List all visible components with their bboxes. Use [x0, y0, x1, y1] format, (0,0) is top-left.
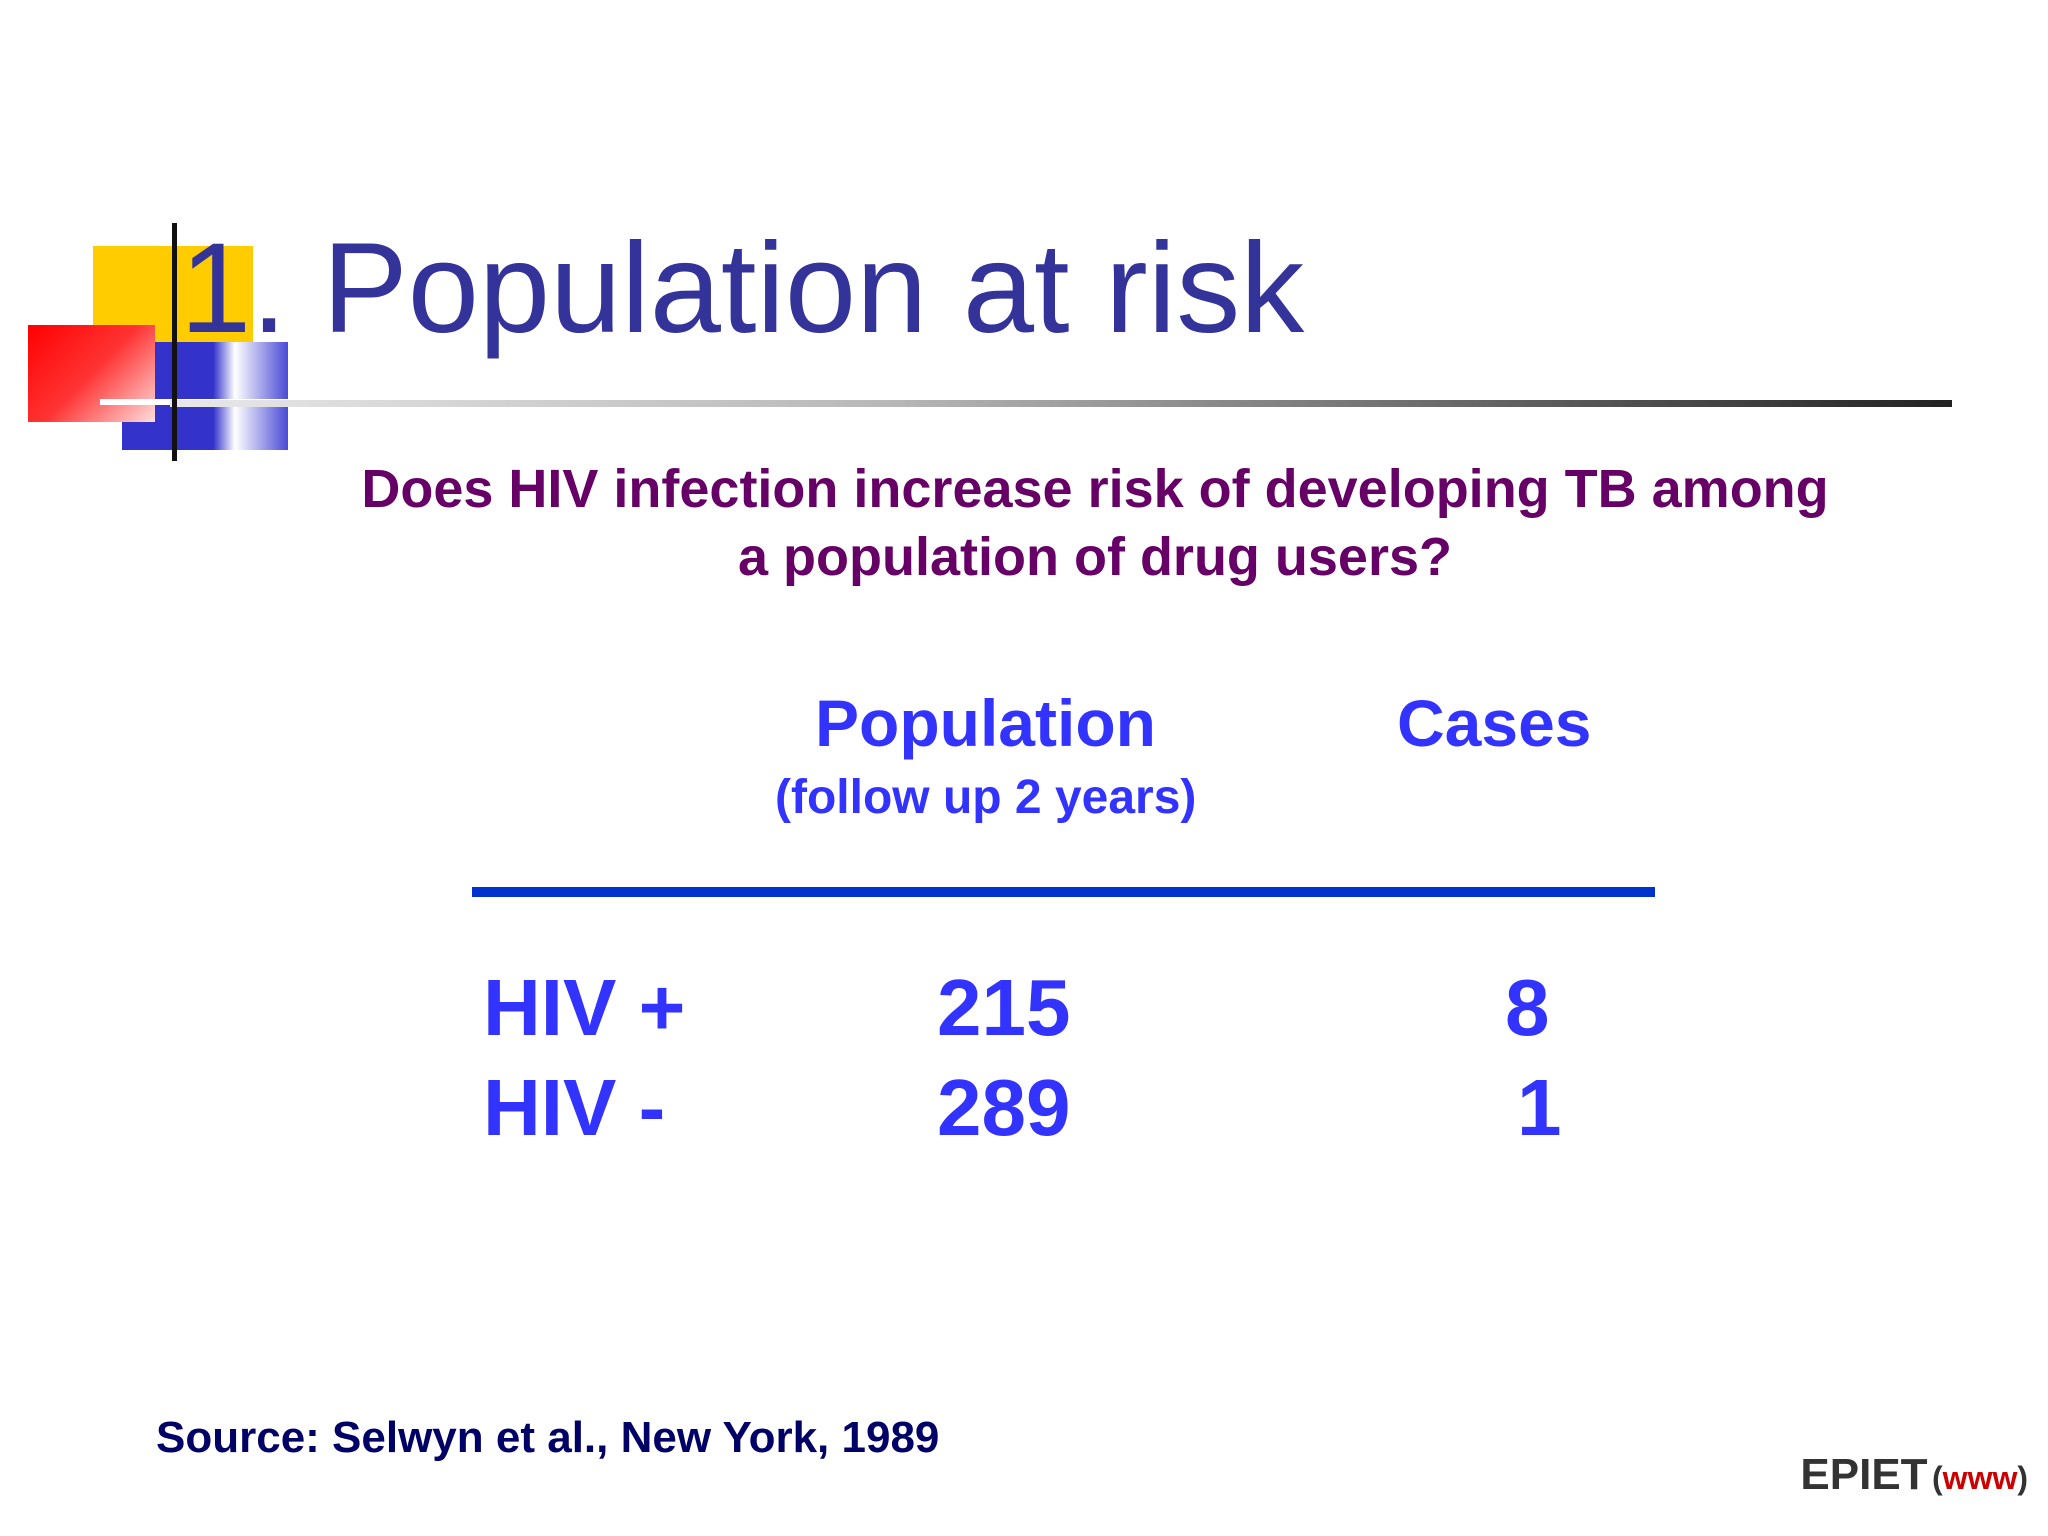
decorative-red-square [28, 325, 155, 422]
column-header-population-subtitle: (follow up 2 years) [775, 771, 1197, 824]
row-hiv-positive-label: HIV + [483, 963, 686, 1052]
research-question: Does HIV infection increase risk of deve… [361, 459, 1829, 587]
footer-www-link[interactable]: www [1942, 1460, 2018, 1496]
slide-title: 1. Population at risk [180, 217, 1305, 360]
title-underline [170, 400, 1952, 407]
row-hiv-positive-cases: 8 [1505, 963, 1550, 1052]
decorative-vertical-line [172, 223, 177, 461]
row-hiv-negative-population: 289 [937, 1063, 1071, 1152]
column-header-cases: Cases [1397, 686, 1592, 760]
table-divider [472, 887, 1655, 897]
footer-brand: EPIET [1800, 1450, 1928, 1499]
row-hiv-negative-cases: 1 [1517, 1063, 1562, 1152]
column-header-population: Population [815, 686, 1156, 760]
footer: EPIET (www) [1800, 1450, 2028, 1500]
footer-paren-open: ( [1932, 1460, 1943, 1496]
row-hiv-negative-label: HIV - [483, 1063, 666, 1152]
footer-paren-close: ) [2017, 1460, 2028, 1496]
source-citation: Source: Selwyn et al., New York, 1989 [156, 1413, 940, 1462]
row-hiv-positive-population: 215 [937, 963, 1071, 1052]
